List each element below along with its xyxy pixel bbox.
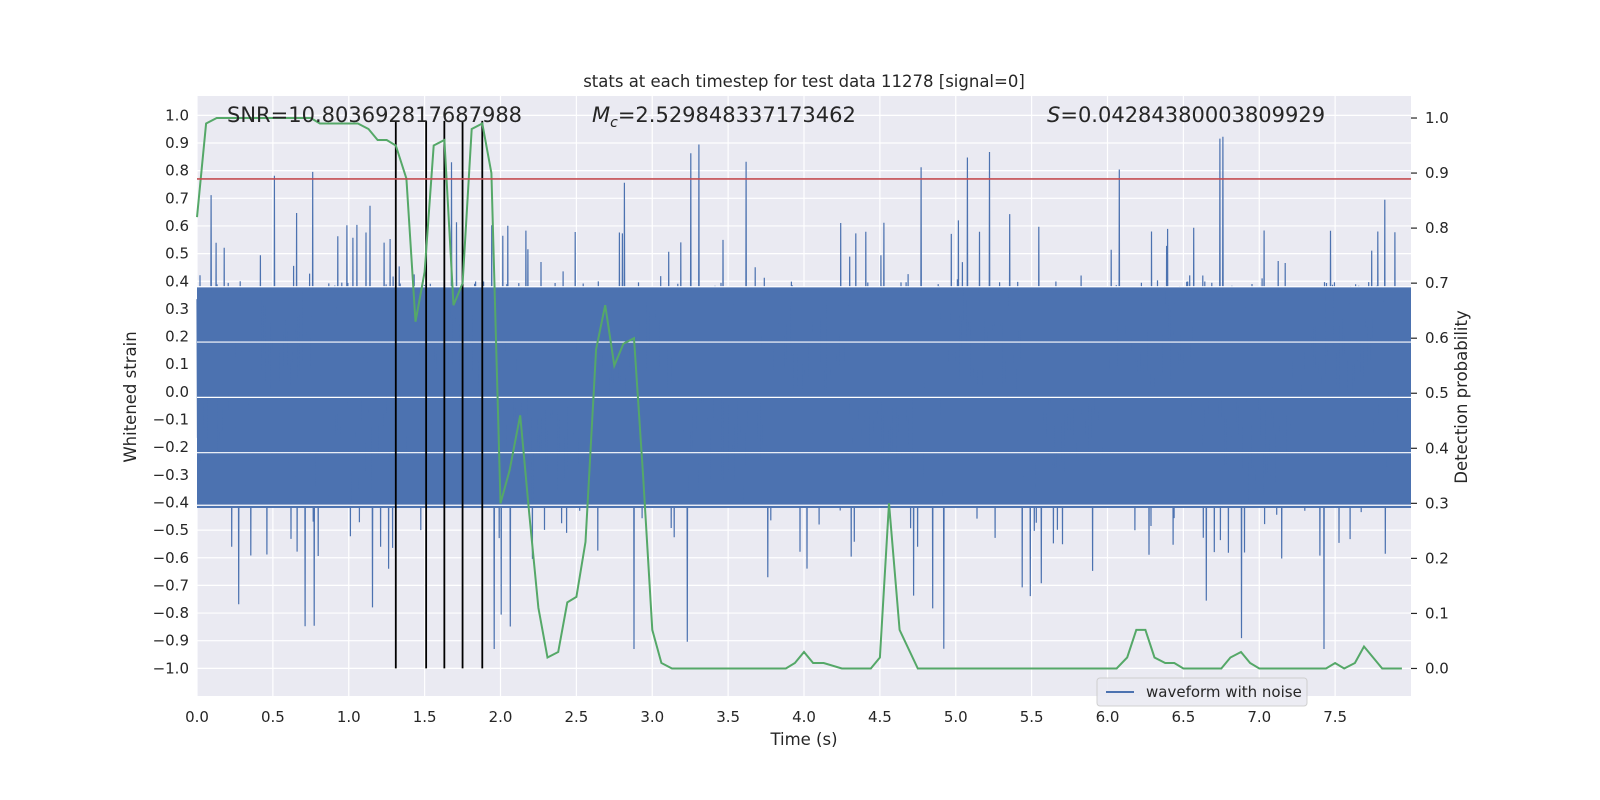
x-tick-label: 0.0 (185, 708, 209, 726)
probability-line (196, 117, 1402, 670)
legend-box (1096, 677, 1308, 707)
x-axis-ticks: 0.0 0.5 1.0 1.5 2.0 2.5 3.0 3.5 4.0 4.5 5.0 5.5 6.0 6… (185, 708, 1347, 726)
s-symbol: S (1047, 103, 1060, 127)
chirp-mass-annotation: Mc=2.529848337173462 (592, 103, 856, 131)
x-axis-label: Time (s) (769, 730, 837, 749)
y-tick-label: −0.8 (153, 604, 189, 622)
y2-axis-ticks: 1.0 0.9 0.8 0.7 0.6 0.5 0.4 0.3 0.2 0.1 0.0 (1411, 109, 1449, 677)
y2-tick-label: 0.8 (1425, 219, 1449, 237)
y2-tick-label: 0.4 (1425, 439, 1449, 457)
y2-tick-label: 0.5 (1425, 384, 1449, 402)
waveform-line (196, 136, 1405, 650)
chirp-mass-symbol: M (592, 103, 610, 127)
x-tick-label: 3.0 (640, 708, 664, 726)
x-tick-label: 7.0 (1247, 708, 1271, 726)
s-value: =0.04284380003809929 (1060, 103, 1325, 127)
y2-tick-label: 0.0 (1425, 659, 1449, 677)
y-tick-label: 0.6 (165, 217, 189, 235)
y-tick-label: 1.0 (165, 106, 189, 124)
snr-annotation: SNR=10.803692817687988 (227, 103, 522, 127)
y2-tick-label: 1.0 (1425, 109, 1449, 127)
y-tick-label: 0.9 (165, 134, 189, 152)
x-tick-label: 2.5 (564, 708, 588, 726)
y-axis-ticks: 1.0 0.9 0.8 0.7 0.6 0.5 0.4 0.3 0.2 0.1 0.0 −0.1 −0.… (153, 106, 189, 677)
y-tick-label: 0.1 (165, 355, 189, 373)
x-tick-label: 4.5 (868, 708, 892, 726)
x-tick-label: 7.5 (1323, 708, 1347, 726)
waveform-series (196, 136, 1411, 650)
y-tick-label: 0.2 (165, 328, 189, 346)
x-tick-label: 1.0 (337, 708, 361, 726)
x-tick-label: 6.5 (1171, 708, 1195, 726)
y2-tick-label: 0.1 (1425, 604, 1449, 622)
y-tick-label: 0.0 (165, 383, 189, 401)
y-tick-label: 0.7 (165, 189, 189, 207)
y-tick-label: −0.7 (153, 576, 189, 594)
y2-tick-label: 0.3 (1425, 494, 1449, 512)
legend-label: waveform with noise (1146, 683, 1302, 701)
x-tick-label: 5.5 (1020, 708, 1044, 726)
y2-tick-label: 0.9 (1425, 164, 1449, 182)
chirp-mass-subscript: c (610, 115, 618, 131)
y-tick-label: −0.2 (153, 438, 189, 456)
y-axis-label: Whitened strain (121, 331, 140, 462)
x-tick-label: 4.0 (792, 708, 816, 726)
y2-tick-label: 0.6 (1425, 329, 1449, 347)
chart-title: stats at each timestep for test data 112… (583, 72, 1025, 91)
y-tick-label: −0.4 (153, 493, 189, 511)
probability-series (196, 117, 1402, 670)
legend: waveform with noise (1096, 677, 1308, 707)
y-tick-label: −1.0 (153, 659, 189, 677)
x-tick-label: 2.0 (489, 708, 513, 726)
y-tick-label: −0.1 (153, 411, 189, 429)
y-tick-label: −0.5 (153, 521, 189, 539)
vertical-markers (394, 120, 484, 669)
x-tick-label: 3.5 (716, 708, 740, 726)
x-tick-label: 6.0 (1096, 708, 1120, 726)
y-tick-label: −0.9 (153, 632, 189, 650)
x-tick-label: 1.5 (413, 708, 437, 726)
x-tick-label: 0.5 (261, 708, 285, 726)
s-annotation: S=0.04284380003809929 (1047, 103, 1325, 127)
chirp-mass-value: =2.529848337173462 (618, 103, 856, 127)
y2-axis-label: Detection probability (1452, 310, 1471, 484)
y-tick-label: 0.4 (165, 272, 189, 290)
x-tick-label: 5.0 (944, 708, 968, 726)
y-tick-label: 0.3 (165, 300, 189, 318)
y2-tick-label: 0.7 (1425, 274, 1449, 292)
y-tick-label: 0.5 (165, 245, 189, 263)
y-tick-label: −0.3 (153, 466, 189, 484)
y2-tick-label: 0.2 (1425, 549, 1449, 567)
y-tick-label: −0.6 (153, 549, 189, 567)
y-tick-label: 0.8 (165, 162, 189, 180)
